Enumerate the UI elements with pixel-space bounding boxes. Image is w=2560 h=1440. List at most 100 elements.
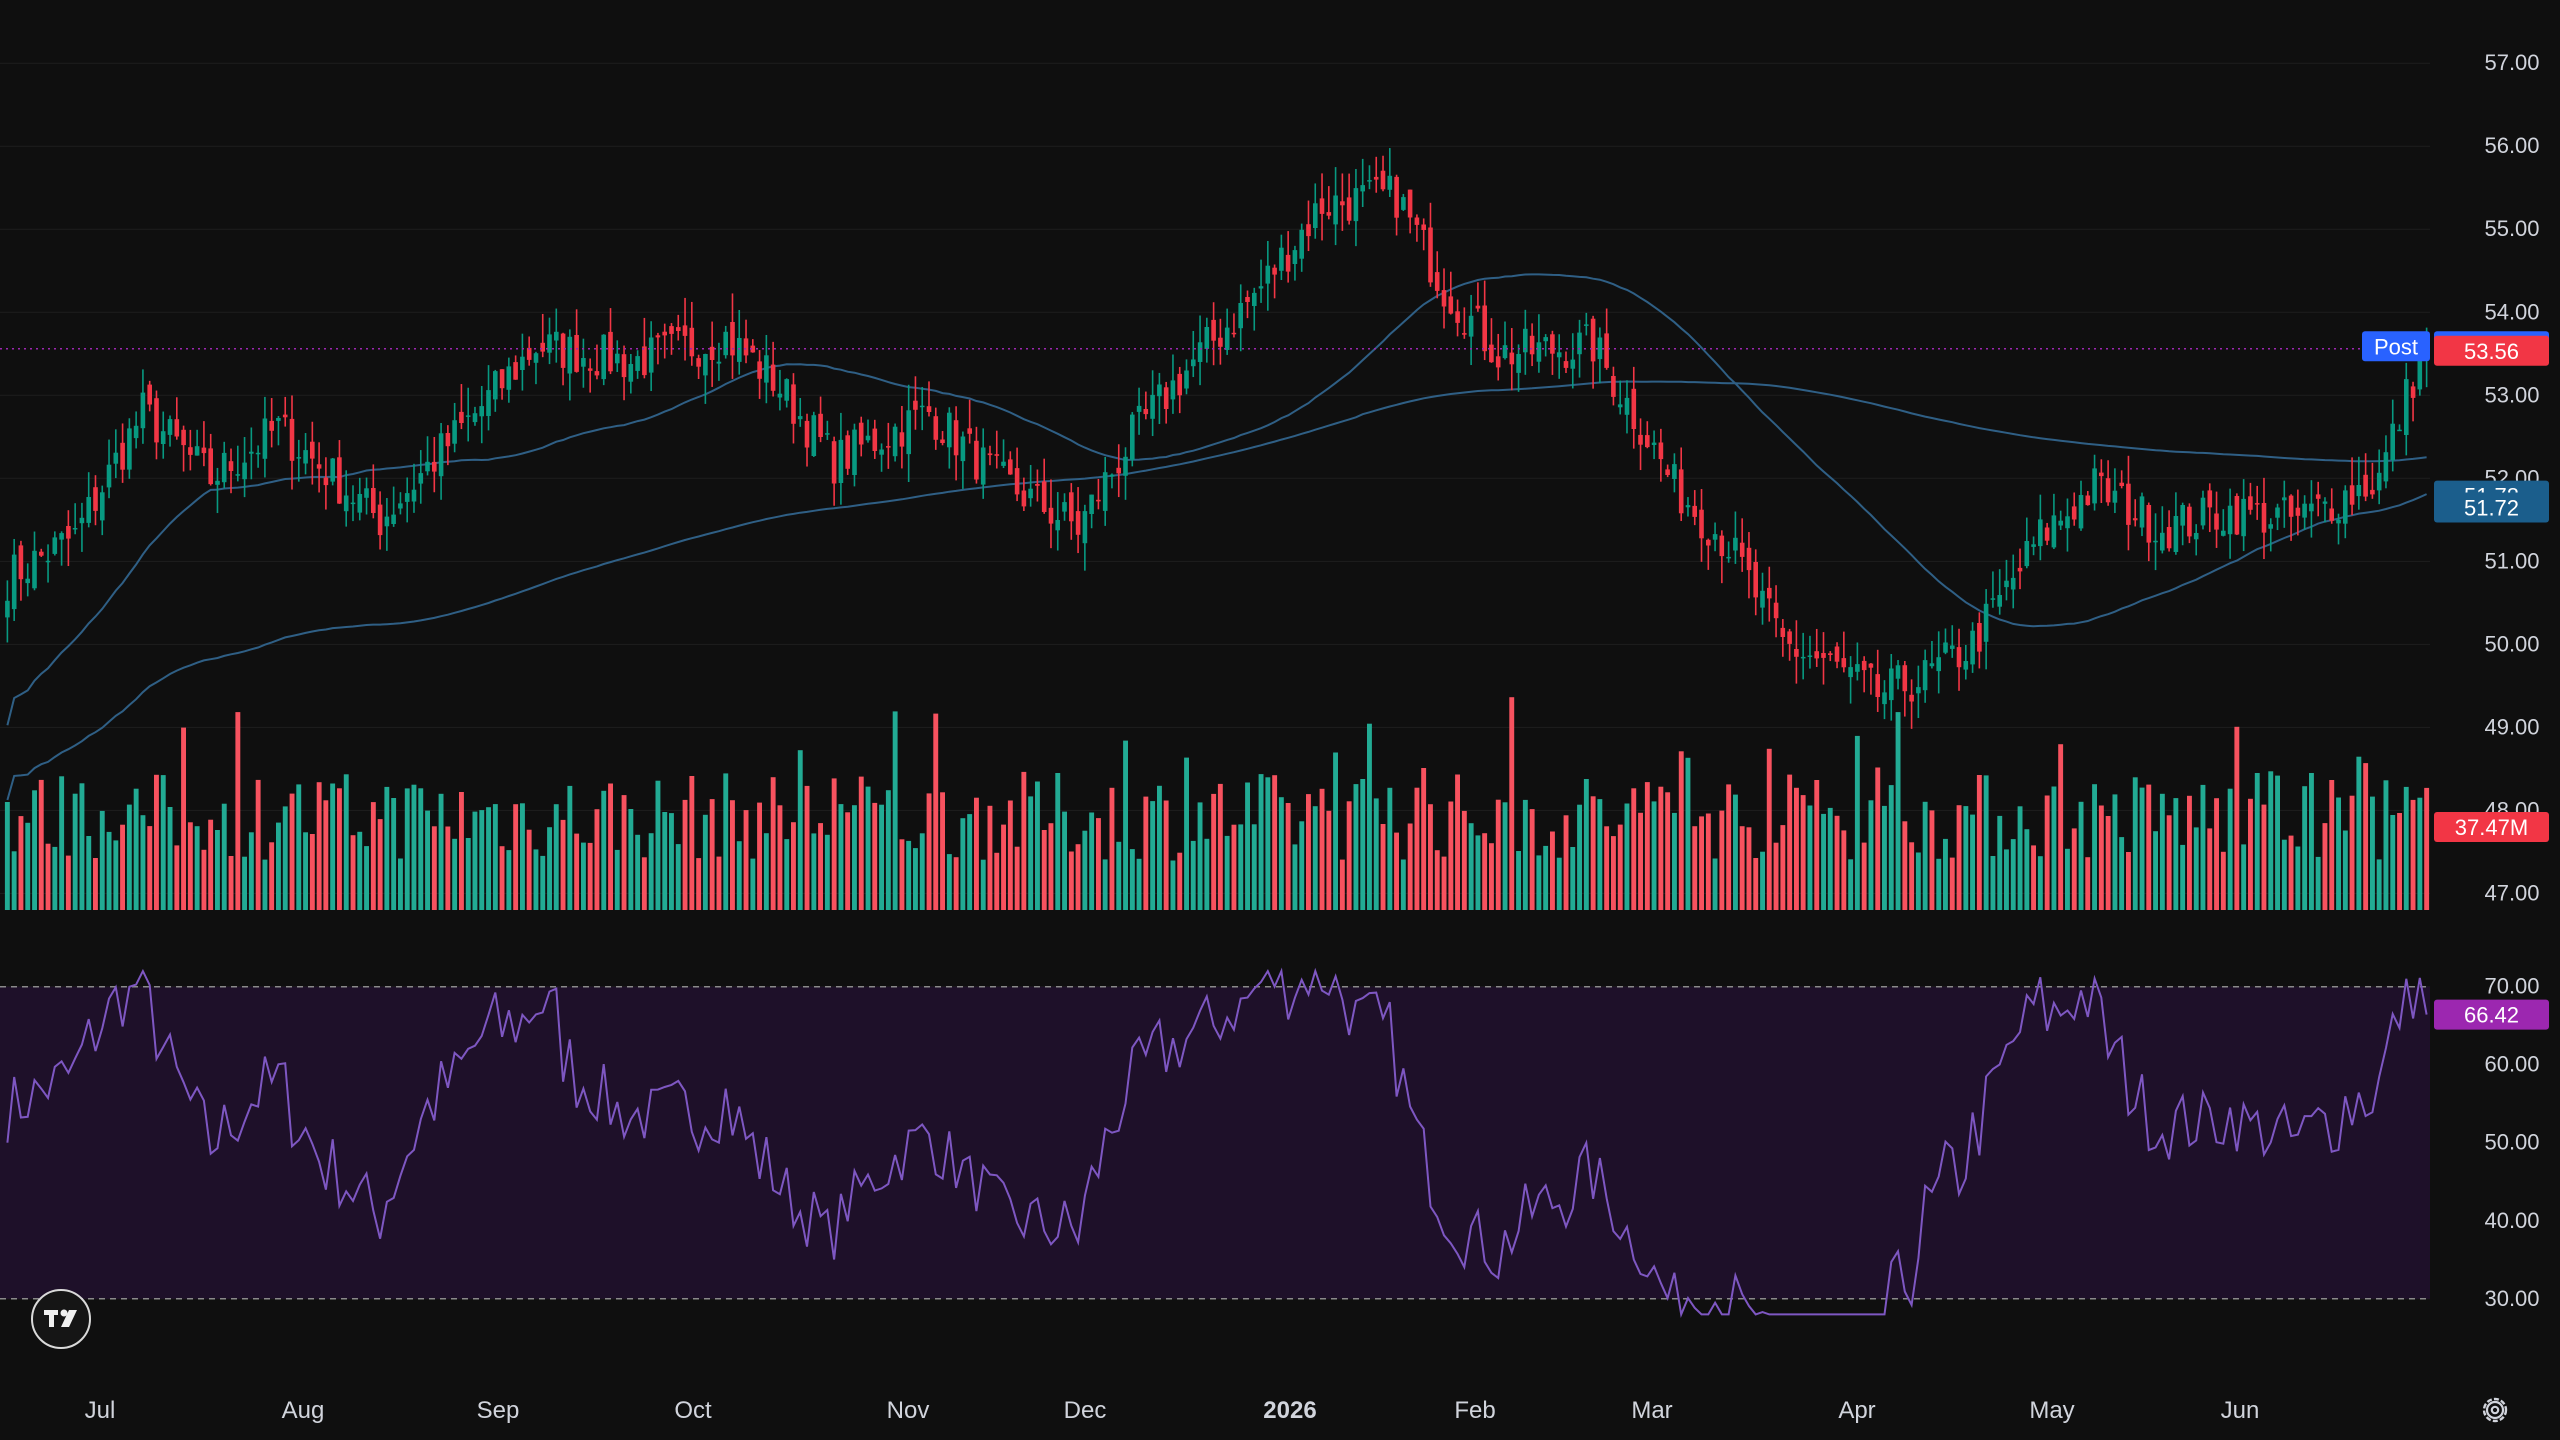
candle[interactable] [1421, 218, 1426, 251]
candle[interactable] [1828, 651, 1833, 662]
candle[interactable] [1224, 308, 1230, 355]
candle[interactable] [194, 429, 200, 456]
candle[interactable] [1712, 522, 1718, 552]
candle[interactable] [1170, 354, 1176, 414]
candle[interactable] [1306, 200, 1311, 252]
candle[interactable] [411, 463, 417, 513]
candle[interactable] [1983, 589, 1989, 670]
candle[interactable] [757, 350, 762, 399]
candle[interactable] [845, 430, 850, 475]
candle[interactable] [2214, 491, 2219, 548]
candle[interactable] [364, 477, 369, 515]
price-candles[interactable] [5, 148, 2429, 729]
candle[interactable] [296, 439, 302, 482]
candle[interactable] [337, 440, 342, 504]
candle[interactable] [282, 396, 288, 427]
candle[interactable] [852, 423, 857, 487]
candle[interactable] [1157, 372, 1162, 425]
candle[interactable] [2248, 482, 2253, 515]
candle[interactable] [648, 321, 654, 392]
candle[interactable] [133, 411, 139, 449]
candle[interactable] [1597, 327, 1603, 384]
time-axis[interactable]: Jul Aug Sep Oct Nov Dec 2026 Feb Mar Apr May Jun [85, 1397, 2260, 1424]
candle[interactable] [1570, 333, 1576, 389]
candle[interactable] [2363, 453, 2368, 502]
candle[interactable] [777, 369, 783, 411]
candle[interactable] [1495, 333, 1501, 381]
candle[interactable] [377, 491, 383, 550]
candle[interactable] [1116, 444, 1121, 498]
candle[interactable] [1807, 635, 1813, 669]
candle[interactable] [669, 323, 674, 355]
candle[interactable] [2004, 559, 2009, 601]
candle[interactable] [32, 531, 37, 591]
candle[interactable] [79, 502, 85, 552]
candle[interactable] [1475, 282, 1481, 312]
candle[interactable] [662, 323, 667, 359]
candle[interactable] [1678, 447, 1684, 522]
candle[interactable] [858, 416, 864, 457]
candle[interactable] [594, 344, 600, 380]
candle[interactable] [1848, 656, 1853, 704]
candle[interactable] [2126, 455, 2131, 551]
candle[interactable] [1069, 483, 1074, 540]
candle[interactable] [1191, 330, 1196, 378]
candle[interactable] [201, 421, 207, 467]
candle[interactable] [330, 457, 335, 486]
candle[interactable] [2024, 517, 2030, 569]
candle[interactable] [1055, 492, 1060, 551]
candle[interactable] [1950, 625, 1955, 658]
candle[interactable] [2322, 497, 2328, 523]
candle[interactable] [1387, 148, 1393, 197]
candle[interactable] [1821, 632, 1826, 685]
candle[interactable] [947, 407, 952, 469]
candle[interactable] [1638, 418, 1643, 471]
candle[interactable] [1373, 156, 1379, 193]
candle[interactable] [1719, 530, 1725, 584]
candle[interactable] [465, 387, 471, 442]
candle[interactable] [547, 317, 552, 365]
candle[interactable] [1279, 234, 1284, 280]
candle[interactable] [425, 436, 430, 476]
candle[interactable] [167, 415, 173, 447]
candle[interactable] [974, 426, 979, 484]
candle[interactable] [506, 357, 512, 403]
candle[interactable] [2031, 536, 2036, 556]
candle[interactable] [2254, 485, 2260, 520]
tradingview-logo-icon[interactable] [31, 1289, 91, 1349]
candle[interactable] [1367, 165, 1372, 190]
candle[interactable] [398, 492, 403, 515]
candle[interactable] [1096, 478, 1101, 510]
candle[interactable] [1936, 631, 1941, 694]
candle[interactable] [1977, 612, 1982, 669]
candle[interactable] [1001, 439, 1006, 469]
candle[interactable] [1218, 318, 1223, 365]
candle[interactable] [520, 333, 525, 391]
candle[interactable] [25, 563, 30, 597]
candle[interactable] [2187, 503, 2192, 544]
candle[interactable] [716, 342, 722, 381]
candle[interactable] [2105, 460, 2111, 506]
candle[interactable] [113, 429, 119, 479]
candle[interactable] [533, 351, 539, 385]
candle[interactable] [953, 406, 959, 481]
candle[interactable] [933, 407, 939, 450]
candle[interactable] [174, 397, 180, 440]
candle[interactable] [2139, 492, 2145, 537]
candle[interactable] [540, 313, 545, 358]
candle[interactable] [899, 405, 905, 469]
candle[interactable] [1028, 464, 1033, 507]
candle[interactable] [1604, 308, 1609, 370]
candle[interactable] [526, 336, 532, 366]
candle[interactable] [2085, 491, 2091, 506]
candle[interactable] [1502, 321, 1508, 360]
candle[interactable] [1340, 173, 1345, 231]
candle[interactable] [1814, 628, 1819, 667]
candle[interactable] [2112, 468, 2118, 514]
candle[interactable] [764, 334, 769, 404]
candle[interactable] [1252, 287, 1257, 331]
candle[interactable] [1563, 351, 1569, 374]
candle[interactable] [1455, 299, 1460, 337]
price-axis[interactable]: 57.0056.0055.0054.0053.0052.0051.0050.00… [2484, 50, 2539, 1311]
